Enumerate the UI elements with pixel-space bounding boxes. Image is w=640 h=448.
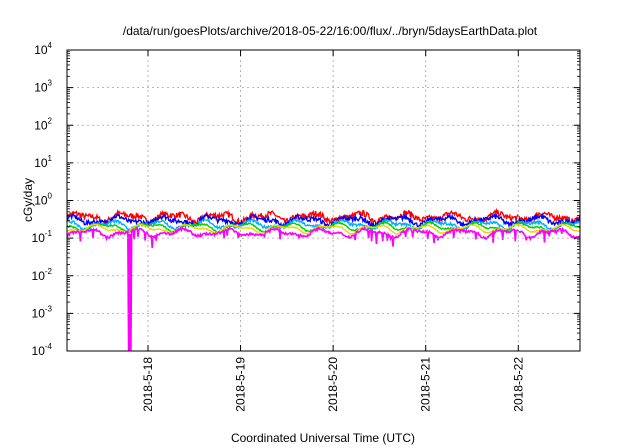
y-tick-base: 10 <box>32 306 46 320</box>
y-tick-label: 10-1 <box>32 229 53 245</box>
series-line <box>67 223 580 236</box>
y-tick-exponent: 2 <box>48 116 53 125</box>
y-tick-label: 10-2 <box>32 267 53 283</box>
y-tick-base: 10 <box>34 118 48 132</box>
y-tick-label: 10-3 <box>32 304 53 320</box>
grid-lines <box>67 50 580 351</box>
x-axis-label: Coordinated Universal Time (UTC) <box>231 431 415 445</box>
y-tick-exponent: -4 <box>45 342 53 351</box>
x-axis: 2018-5-18 2018-5-19 2018-5-20 2018-5-21 2018… <box>141 50 525 412</box>
y-tick-exponent: -2 <box>45 267 53 276</box>
x-tick-label: 2018-5-21 <box>419 357 433 412</box>
x-tick-label: 2018-5-19 <box>234 357 248 412</box>
plot-series <box>67 207 580 351</box>
series-line <box>67 211 580 230</box>
y-tick-exponent: 1 <box>48 154 53 163</box>
y-tick-label: 100 <box>34 192 52 208</box>
y-tick-base: 10 <box>34 43 48 57</box>
y-tick-exponent: 0 <box>48 192 53 201</box>
y-tick-exponent: 3 <box>48 79 53 88</box>
y-tick-label: 101 <box>34 154 52 170</box>
chart-title: /data/run/goesPlots/archive/2018-05-22/1… <box>123 24 538 38</box>
x-tick-label: 2018-5-22 <box>511 357 525 412</box>
y-tick-base: 10 <box>32 231 46 245</box>
y-tick-exponent: -1 <box>45 229 53 238</box>
y-tick-base: 10 <box>34 81 48 95</box>
x-tick-label: 2018-5-20 <box>326 357 340 412</box>
magenta-spike <box>128 233 132 351</box>
y-tick-exponent: -3 <box>45 304 53 313</box>
y-tick-base: 10 <box>32 269 46 283</box>
y-tick-label: 10-4 <box>32 342 53 358</box>
y-tick-label: 102 <box>34 116 52 132</box>
y-tick-label: 104 <box>34 41 52 57</box>
x-tick-label: 2018-5-18 <box>141 357 155 412</box>
y-tick-exponent: 4 <box>48 41 53 50</box>
y-axis-label: cGy/day <box>21 178 35 222</box>
y-tick-base: 10 <box>34 156 48 170</box>
y-tick-base: 10 <box>32 344 46 358</box>
y-tick-base: 10 <box>34 194 48 208</box>
y-tick-label: 103 <box>34 79 52 95</box>
series-line <box>67 225 580 351</box>
